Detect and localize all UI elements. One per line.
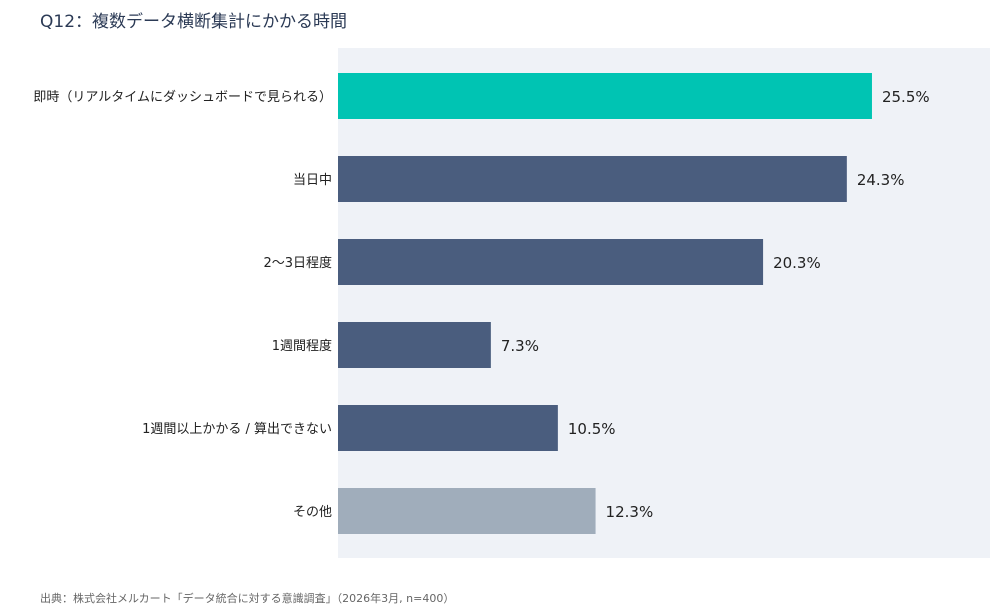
category-label-4: 1週間以上かかる / 算出できない [142,422,332,437]
category-label-3: 1週間程度 [272,338,332,354]
bar-1 [338,156,847,202]
category-label-0: 即時（リアルタイムにダッシュボードで見られる） [33,90,332,105]
chart-title: Q12：複数データ横断集計にかかる時間 [40,12,348,32]
bar-0 [338,73,872,119]
category-label-1: 当日中 [293,173,332,188]
bar-3 [338,322,491,368]
bar-2 [338,239,764,285]
bar-4 [338,405,558,451]
source-note: 出典：株式会社メルカート「データ統合に対する意識調査」（2026年3月, n=4… [40,592,455,605]
value-label-3: 7.3% [501,337,539,355]
category-label-5: その他 [293,505,332,520]
value-label-1: 24.3% [857,171,905,189]
value-label-5: 12.3% [606,503,654,521]
category-label-2: 2〜3日程度 [263,255,332,271]
bar-5 [338,488,596,534]
value-label-4: 10.5% [568,420,616,438]
value-label-0: 25.5% [882,88,930,106]
value-label-2: 20.3% [773,254,821,272]
plot-area [338,48,990,558]
